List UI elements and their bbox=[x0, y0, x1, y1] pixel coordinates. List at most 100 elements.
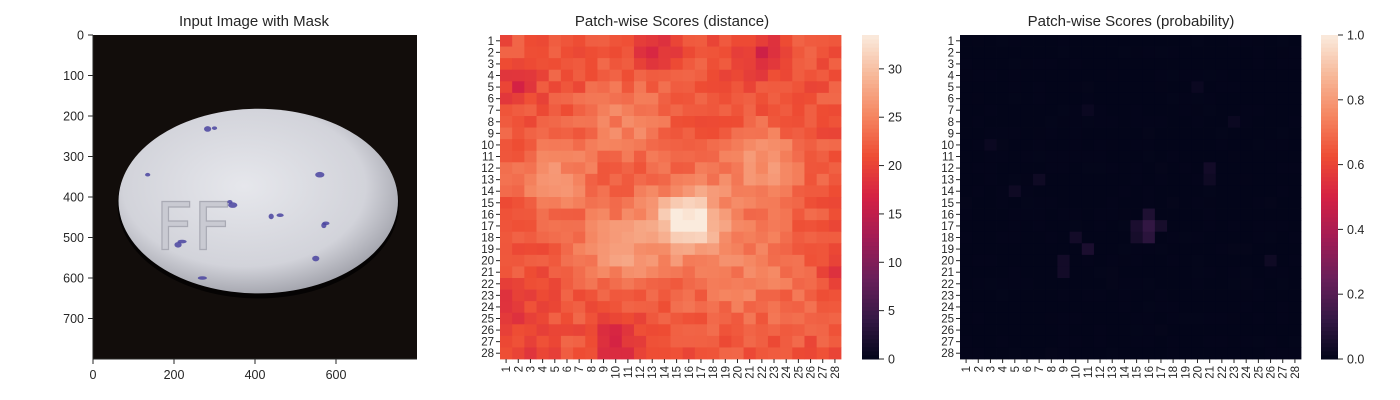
heatmap-cell bbox=[1142, 173, 1156, 186]
heatmap-cell bbox=[1106, 335, 1119, 348]
colorbar-segment bbox=[862, 261, 879, 267]
heatmap-cell bbox=[1130, 289, 1144, 302]
heatmap-cell bbox=[1264, 139, 1278, 152]
heatmap-cell bbox=[1179, 127, 1192, 140]
heatmap-cell bbox=[1093, 173, 1107, 186]
heatmap-cell bbox=[719, 35, 732, 47]
heatmap-cell bbox=[1081, 162, 1095, 175]
heatmap-cell bbox=[585, 139, 598, 152]
heatmap-cell bbox=[755, 335, 769, 348]
colorbar-segment bbox=[862, 180, 879, 186]
heatmap-cell bbox=[1057, 81, 1071, 94]
heatmap-cell bbox=[960, 231, 973, 244]
colorbar-segment bbox=[862, 140, 879, 145]
heatmap-cell bbox=[512, 231, 525, 244]
heatmap-cell bbox=[1252, 58, 1265, 71]
heatmap-cell bbox=[694, 35, 708, 47]
colorbar-segment bbox=[862, 63, 879, 68]
y-tick-label: 26 bbox=[941, 325, 954, 337]
colorbar-segment bbox=[1321, 71, 1338, 76]
heatmap-cell bbox=[1130, 324, 1144, 337]
heatmap-cell bbox=[996, 312, 1010, 325]
heatmap-cell bbox=[707, 243, 720, 256]
heatmap-cell bbox=[621, 127, 635, 140]
heatmap-cell bbox=[780, 58, 793, 71]
heatmap-cell bbox=[512, 324, 525, 337]
heatmap-cell bbox=[1008, 347, 1022, 360]
heatmap-cell bbox=[1106, 173, 1119, 186]
heatmap-cell bbox=[996, 278, 1010, 290]
heatmap-cell bbox=[1045, 185, 1058, 198]
heatmap-cell bbox=[960, 46, 973, 59]
heatmap-cell bbox=[500, 208, 513, 221]
heatmap-cell bbox=[743, 35, 757, 47]
heatmap-cell bbox=[1142, 127, 1156, 140]
heatmap-cell bbox=[1033, 289, 1046, 302]
heatmap-cell bbox=[609, 312, 623, 325]
heatmap-cell bbox=[1167, 185, 1180, 198]
heatmap-cell bbox=[984, 347, 997, 360]
heatmap-cell bbox=[1081, 185, 1095, 198]
heatmap-cell bbox=[1008, 278, 1022, 290]
colorbar-tick-label: 15 bbox=[888, 207, 902, 221]
heatmap-cell bbox=[972, 162, 985, 175]
heatmap-cell bbox=[597, 266, 611, 279]
heatmap-cell bbox=[816, 347, 830, 360]
heatmap-cell bbox=[1057, 197, 1071, 209]
heatmap-cell bbox=[1154, 231, 1168, 244]
x-tick-label: 8 bbox=[586, 366, 598, 372]
heatmap-cell bbox=[984, 254, 997, 267]
heatmap-cell bbox=[1045, 46, 1058, 59]
heatmap-cell bbox=[1020, 243, 1034, 256]
heatmap-cell bbox=[1118, 208, 1131, 221]
heatmap-cell bbox=[816, 139, 830, 152]
heatmap-cell bbox=[1057, 231, 1071, 244]
heatmap-cell bbox=[1093, 162, 1107, 175]
x-tick-label: 11 bbox=[623, 366, 635, 378]
heatmap-cell bbox=[658, 185, 671, 198]
heatmap-cell bbox=[621, 35, 635, 47]
heatmap-cell bbox=[1252, 116, 1265, 128]
heatmap-cell bbox=[1154, 278, 1168, 290]
colorbar-segment bbox=[862, 144, 879, 149]
colorbar-segment bbox=[1321, 237, 1338, 243]
heatmap-cell bbox=[804, 69, 818, 82]
heatmap-cell bbox=[1215, 81, 1229, 94]
y-tick-label: 12 bbox=[941, 163, 954, 175]
heatmap-cell bbox=[1057, 266, 1071, 279]
heatmap-cell bbox=[1276, 46, 1290, 59]
heatmap-cell bbox=[1215, 69, 1229, 82]
heatmap-cell bbox=[828, 127, 842, 140]
heatmap-cell bbox=[792, 173, 805, 186]
heatmap-cell bbox=[1081, 35, 1095, 47]
heatmap-cell bbox=[1118, 301, 1131, 314]
heatmap-cell bbox=[560, 220, 574, 233]
heatmap-cell bbox=[560, 127, 574, 140]
heatmap-cell bbox=[1203, 185, 1217, 198]
heatmap-cell bbox=[694, 104, 708, 117]
heatmap-cell bbox=[609, 254, 623, 267]
heatmap-cell bbox=[755, 231, 769, 244]
y-tick-label: 8 bbox=[488, 117, 494, 129]
colorbar-segment bbox=[1321, 294, 1338, 299]
heatmap-cell bbox=[1020, 69, 1034, 82]
heatmap-cell bbox=[1191, 289, 1204, 302]
heatmap-cell bbox=[984, 301, 997, 314]
heatmap-cell bbox=[500, 197, 513, 209]
x-tick-label: 1 bbox=[961, 366, 973, 372]
heatmap-cell bbox=[960, 278, 973, 290]
heatmap-cell bbox=[731, 58, 744, 71]
heatmap-cell bbox=[1191, 173, 1204, 186]
heatmap-cell bbox=[609, 173, 623, 186]
heatmap-cell bbox=[548, 266, 562, 279]
heatmap-cell bbox=[646, 220, 659, 233]
heatmap-cell bbox=[585, 35, 598, 47]
heatmap-cell bbox=[804, 347, 818, 360]
heatmap-cell bbox=[707, 335, 720, 348]
heatmap-cell bbox=[816, 301, 830, 314]
heatmap-cell bbox=[548, 58, 562, 71]
heatmap-cell bbox=[524, 35, 537, 47]
heatmap-cell bbox=[1093, 185, 1107, 198]
heatmap-cell bbox=[524, 208, 537, 221]
heatmap-cell bbox=[1020, 46, 1034, 59]
